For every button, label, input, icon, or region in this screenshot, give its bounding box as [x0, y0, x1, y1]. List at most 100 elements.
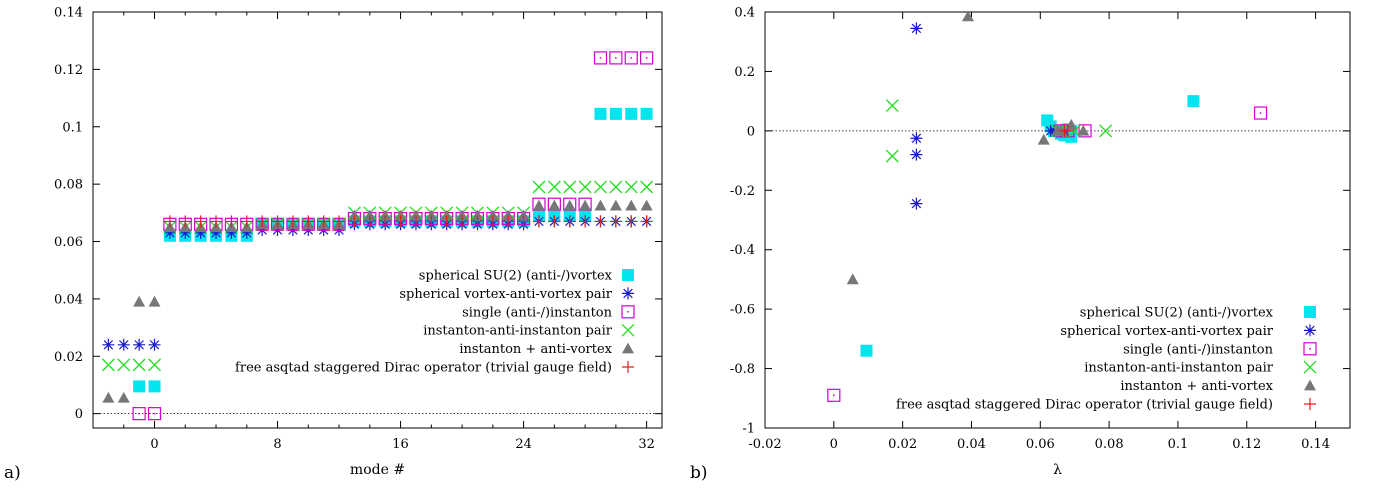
legend-marker	[1303, 360, 1317, 374]
y-tick-label: 0.2	[734, 65, 755, 80]
data-points	[827, 12, 1268, 402]
data-point	[132, 407, 146, 421]
data-point	[379, 215, 392, 228]
data-point	[225, 215, 238, 228]
data-point	[102, 338, 115, 351]
legend-marker	[622, 269, 634, 281]
legend-entry-label: single (anti-/)instanton	[462, 305, 613, 320]
x-tick-label: 24	[515, 437, 532, 452]
data-point	[624, 180, 638, 194]
legend-marker	[1304, 306, 1316, 318]
x-tick-label: 8	[273, 437, 281, 452]
data-point	[102, 391, 115, 403]
panel-label: a)	[4, 463, 21, 483]
data-point	[594, 180, 607, 194]
data-point	[440, 209, 453, 221]
x-tick-label: 0.12	[1232, 437, 1261, 452]
data-point	[210, 226, 223, 239]
data-point	[225, 226, 238, 239]
data-point	[640, 107, 653, 120]
data-point	[148, 380, 161, 393]
data-point	[471, 215, 484, 228]
data-point	[625, 107, 638, 120]
y-tick-label: 0.06	[54, 235, 83, 250]
legend-marker	[621, 323, 635, 337]
y-tick-label: -0.2	[730, 184, 755, 199]
data-point	[486, 215, 499, 228]
data-point	[133, 380, 146, 393]
data-point	[517, 209, 530, 221]
data-point	[133, 295, 146, 307]
data-point	[579, 215, 592, 228]
y-tick-label: 0.04	[54, 292, 83, 307]
data-point	[440, 215, 453, 228]
data-point	[579, 199, 592, 211]
data-point	[425, 215, 438, 228]
legend-entry-label: instanton-anti-instanton pair	[1084, 361, 1274, 376]
data-point	[286, 215, 299, 228]
y-tick-label: 0	[75, 407, 83, 422]
x-axis-label: mode #	[350, 462, 405, 478]
data-point	[363, 215, 376, 228]
data-point	[1037, 133, 1050, 145]
legend-marker	[621, 305, 635, 319]
plot-frame	[764, 11, 1351, 429]
data-point	[609, 51, 623, 65]
data-point	[640, 180, 654, 194]
x-tick-label: 0.04	[957, 437, 986, 452]
data-point	[593, 51, 608, 65]
legend-entry-label: spherical vortex-anti-vortex pair	[399, 287, 612, 302]
data-point	[348, 215, 361, 228]
data-point	[271, 215, 284, 228]
y-tick-label: -0.6	[730, 303, 755, 318]
legend-entry-label: free asqtad staggered Dirac operator (tr…	[235, 361, 612, 376]
data-point	[210, 215, 223, 228]
y-tick-label: -0.8	[730, 362, 755, 377]
y-tick-label: -0.4	[730, 243, 755, 258]
data-point	[409, 209, 422, 221]
legend: spherical SU(2) (anti-/)vortex spherical …	[235, 269, 635, 376]
data-point	[409, 215, 422, 228]
data-point	[1187, 95, 1200, 108]
data-point	[194, 226, 207, 239]
data-point	[502, 209, 515, 221]
data-point	[640, 51, 654, 65]
y-tick-label: 0.08	[54, 178, 83, 193]
x-tick-label: 0	[150, 437, 158, 452]
data-point	[148, 295, 161, 307]
x-tick-label: 0	[830, 437, 838, 452]
data-point	[117, 391, 130, 403]
legend-entry-label: free asqtad staggered Dirac operator (tr…	[896, 398, 1273, 413]
data-point	[548, 199, 561, 211]
y-tick-label: 0	[747, 124, 755, 139]
data-point	[394, 215, 407, 228]
data-point	[379, 209, 392, 221]
data-point	[548, 215, 561, 228]
legend-marker	[1304, 324, 1316, 337]
legend-marker	[1303, 342, 1317, 356]
data-point	[910, 22, 923, 35]
data-point	[456, 215, 469, 228]
data-point	[1077, 124, 1090, 136]
panel-b-complex-eigenvalues: -1 -0.8 -0.6 -0.4 -0.2 0 0.2 0.4 -0.02 0 0.02 0.04 0…	[690, 6, 1351, 483]
legend-entry-label: instanton + anti-vortex	[459, 342, 612, 357]
data-point	[910, 148, 923, 161]
data-point	[147, 407, 162, 421]
data-point	[1048, 124, 1061, 137]
data-point	[1253, 106, 1268, 120]
legend-marker	[1304, 379, 1316, 391]
data-point	[594, 215, 607, 228]
legend-entry-label: instanton + anti-vortex	[1120, 379, 1273, 394]
data-point	[363, 209, 376, 221]
data-point	[132, 358, 146, 372]
x-tick-label: 0.02	[888, 437, 917, 452]
legend: spherical SU(2) (anti-/)vortex spherical …	[896, 306, 1317, 413]
x-tick-label: 0.14	[1301, 437, 1330, 452]
data-point	[179, 226, 192, 239]
legend-marker	[622, 342, 634, 354]
data-point	[179, 215, 192, 228]
data-point	[594, 107, 607, 120]
data-point	[532, 215, 545, 228]
data-point	[547, 180, 561, 194]
